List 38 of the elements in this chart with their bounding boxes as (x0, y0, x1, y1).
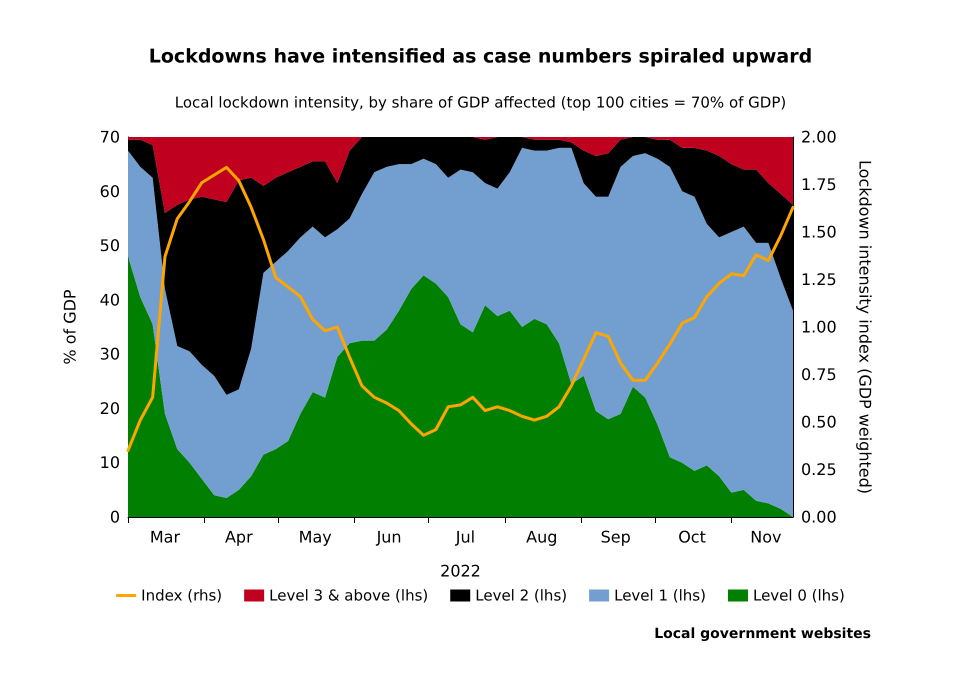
text: Local government websites (654, 626, 872, 642)
legend-label: Level 0 (lhs) (752, 586, 845, 604)
y2-tick-label: 2.00 (801, 128, 837, 146)
x-tick-label: Jul (454, 528, 476, 546)
x-tick-label: Mar (150, 528, 180, 546)
x-tick-label: Oct (678, 528, 706, 546)
y2-tick-label: 1.25 (801, 270, 837, 289)
y-tick-label: 0 (110, 508, 120, 526)
x-tick-label: Aug (526, 528, 558, 546)
legend-label: Level 3 & above (lhs) (269, 586, 428, 604)
y2-tick-label: 0.25 (801, 460, 837, 479)
y-tick-label: 10 (100, 453, 120, 472)
y2-tick-label: 1.50 (801, 222, 837, 242)
y-tick-label: 30 (100, 344, 120, 364)
y2-axis-title: Lockdown intensity index (GDP weighted) (856, 160, 874, 494)
y2-tick-label: 0.75 (801, 365, 837, 384)
x-tick-label: Apr (224, 528, 254, 546)
y-tick-label: 60 (100, 182, 120, 201)
legend-label: Index (rhs) (141, 586, 222, 604)
y2-tick-label: 0.50 (801, 412, 837, 432)
x-axis-title: 2022 (440, 562, 481, 580)
chart-title: Lockdowns have intensified as case numbers spiraled upward (148, 46, 812, 68)
y-tick-label: 20 (100, 398, 120, 418)
x-tick-label: May (298, 528, 332, 546)
chart-subtitle: Local lockdown intensity, by share of GDP affected (top 100 cities = 70% of GDP) (174, 94, 786, 112)
y-axis-title: % of GDP (60, 289, 80, 365)
y-tick-label: 40 (100, 290, 120, 310)
y-tick-label: 50 (100, 236, 120, 256)
line-series (126, 166, 794, 452)
x-tick-label: Nov (750, 528, 782, 546)
legend-label: Level 1 (lhs) (614, 586, 706, 604)
y2-tick-label: 1.00 (801, 318, 837, 336)
x-tick-label: Sep (600, 528, 631, 546)
x-tick-label: Jun (376, 528, 402, 546)
legend-label: Level 2 (lhs) (475, 586, 568, 604)
y2-tick-label: 0.00 (801, 508, 837, 526)
y2-tick-label: 1.75 (801, 175, 837, 194)
y-tick-label: 70 (100, 128, 120, 146)
